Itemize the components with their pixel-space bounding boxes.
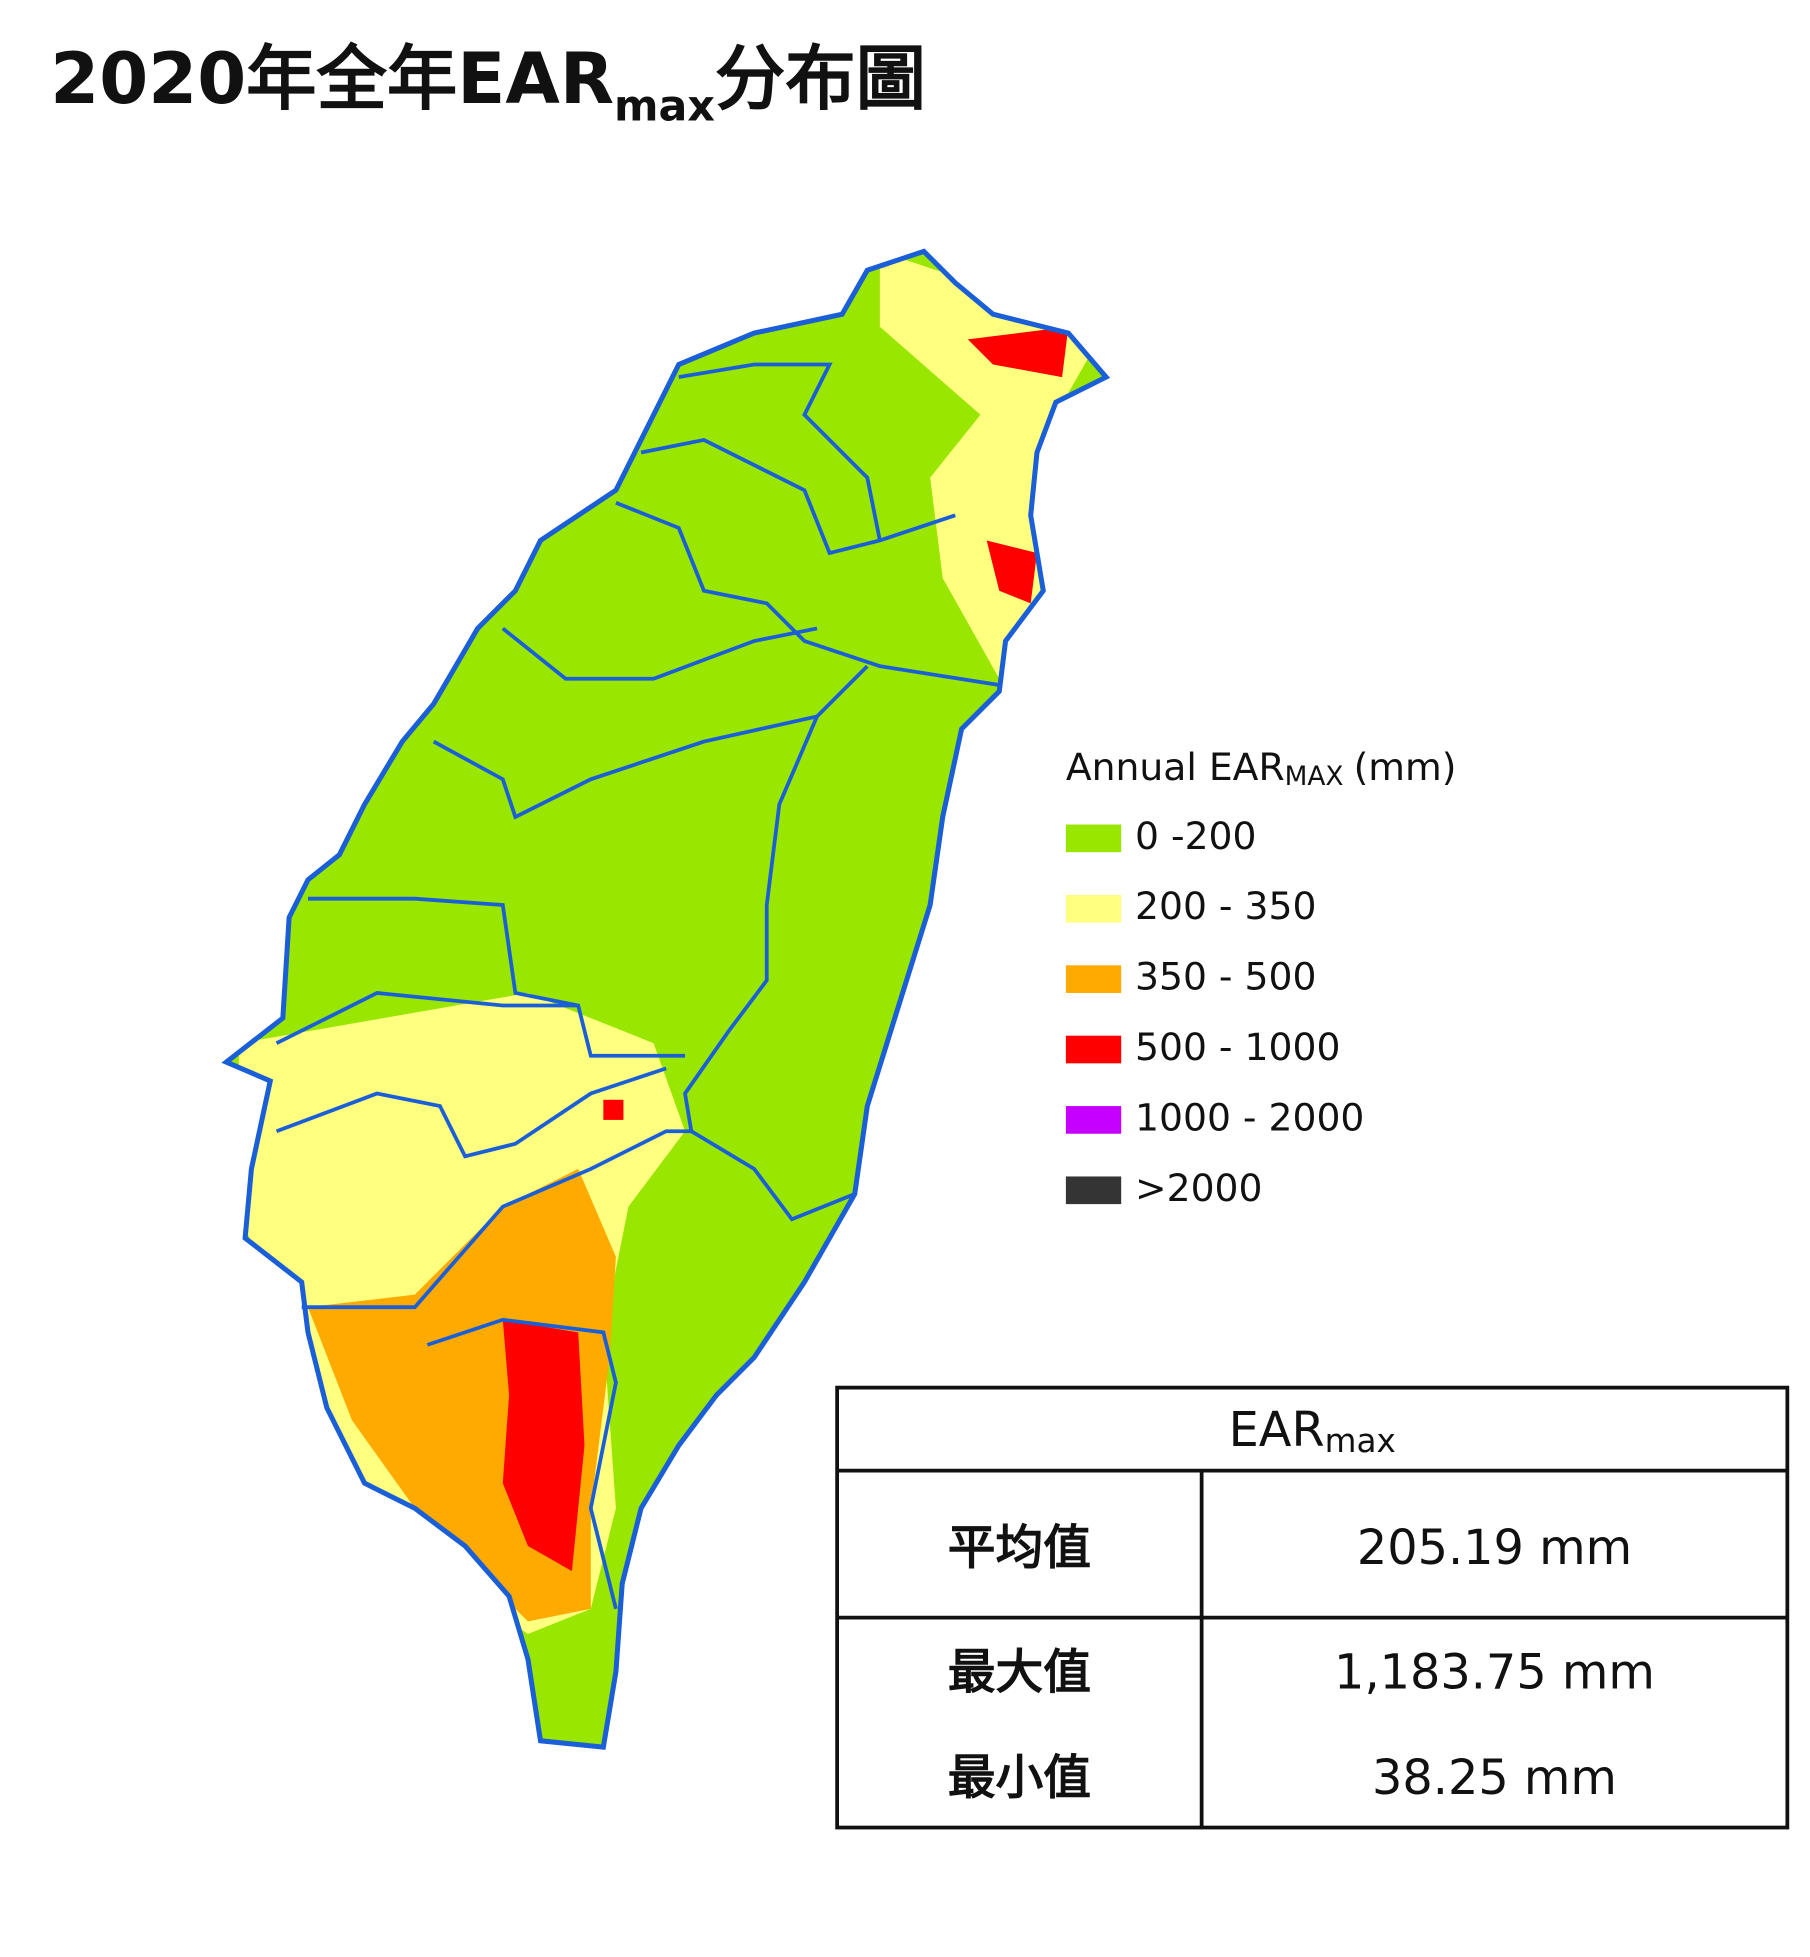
table-header-sub: max	[1325, 1422, 1396, 1460]
title: 2020年全年EARmax分布圖	[50, 38, 926, 132]
row-value: 1,183.75 mm	[1334, 1645, 1655, 1700]
stats-table	[835, 1385, 1790, 1830]
row-value: 205.19 mm	[1357, 1521, 1632, 1576]
legend-swatch	[1065, 1176, 1122, 1205]
legend-title-sub: MAX	[1285, 761, 1344, 791]
row-label: 最小值	[948, 1751, 1091, 1806]
title-prefix: 2020年全年EAR	[50, 38, 614, 120]
title-sub: max	[614, 82, 715, 132]
legend-title: Annual EARMAX (mm)	[1066, 745, 1457, 792]
row-label: 最大值	[948, 1645, 1091, 1700]
table-header-main: EAR	[1229, 1403, 1325, 1458]
legend-label: >2000	[1135, 1166, 1263, 1210]
legend-swatch	[1065, 1035, 1122, 1064]
legend-swatch	[1065, 1106, 1122, 1134]
legend-title-prefix: Annual EAR	[1066, 745, 1285, 789]
legend-swatch	[1065, 965, 1122, 993]
legend: Annual EARMAX (mm) 0 -200 200 - 350 350 - 5…	[1065, 745, 1457, 1210]
legend-title-suffix: (mm)	[1354, 745, 1457, 789]
row-label: 平均值	[948, 1521, 1091, 1576]
legend-label: 200 - 350	[1135, 884, 1316, 928]
legend-label: 1000 - 2000	[1135, 1095, 1364, 1139]
legend-swatch	[1065, 894, 1122, 923]
table-border	[835, 1385, 1790, 1830]
legend-label: 0 -200	[1135, 814, 1257, 858]
title-suffix: 分布圖	[715, 38, 926, 120]
legend-label: 350 - 500	[1135, 955, 1316, 999]
table-header: EARmax	[1229, 1403, 1396, 1460]
row-value: 38.25 mm	[1372, 1751, 1617, 1806]
legend-swatch	[1065, 824, 1122, 853]
legend-label: 500 - 1000	[1135, 1025, 1340, 1069]
